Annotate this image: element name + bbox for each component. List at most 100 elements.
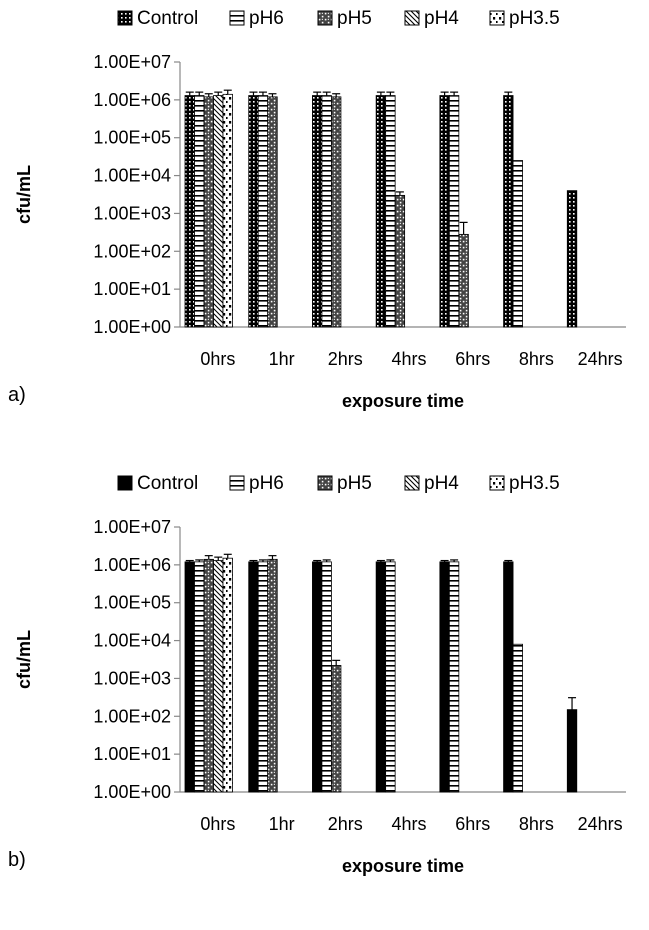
bar-ph6-2hrs: [321, 95, 332, 328]
bar-control-2hrs: [312, 561, 323, 793]
x-tick-label: 2hrs: [328, 814, 363, 834]
legend-label-control: Control: [137, 8, 198, 29]
legend-label-ph6: pH6: [249, 8, 284, 29]
legend-swatch-control: [117, 475, 133, 491]
error-bar-ph6-0hrs: [195, 91, 204, 96]
bar-ph6-0hrs: [194, 561, 205, 793]
bar-ph5-6hrs: [458, 233, 469, 328]
bar-ph6-4hrs: [385, 95, 396, 328]
y-tick-label: 1.00E+02: [93, 241, 171, 261]
error-bar-ph6-4hrs: [386, 559, 395, 562]
error-bar-control-2hrs: [313, 91, 322, 96]
x-tick-label: 1hr: [269, 349, 295, 369]
error-bar-ph5-1hr: [268, 93, 277, 97]
error-bar-ph6-4hrs: [386, 91, 395, 96]
legend-swatch-ph4: [404, 10, 420, 26]
bar-ph6-8hrs: [512, 643, 523, 793]
bar-ph3-5-0hrs: [222, 93, 233, 328]
x-tick-label: 8hrs: [519, 814, 554, 834]
y-tick-label: 1.00E+00: [93, 782, 171, 802]
legend-swatch-control: [117, 10, 133, 26]
legend-item-ph5: pH5: [317, 473, 372, 494]
legend-swatch-ph5: [317, 10, 333, 26]
y-tick-label: 1.00E+02: [93, 706, 171, 726]
bar-control-1hr: [248, 561, 259, 793]
legend-swatch-ph6: [229, 475, 245, 491]
y-tick-label: 1.00E+03: [93, 203, 171, 223]
chart-panel-a: Control pH6 pH5 pH4 pH3.5 1.00E+00 1.00E+01 1.0…: [8, 8, 626, 411]
error-bar-ph3-5-0hrs: [223, 553, 232, 559]
bar-ph6-4hrs: [385, 561, 396, 793]
panel-label: b): [8, 849, 26, 871]
x-tick-label: 6hrs: [455, 349, 490, 369]
panel-label: a): [8, 384, 26, 406]
bar-ph6-1hr: [257, 95, 269, 328]
y-tick-label: 1.00E+04: [93, 631, 171, 651]
bar-ph6-8hrs: [512, 160, 523, 328]
x-tick-label: 0hrs: [200, 814, 235, 834]
legend-label-ph5: pH5: [337, 473, 372, 494]
error-bar-control-8hrs: [504, 559, 513, 562]
bar-control-8hrs: [503, 561, 514, 793]
error-bar-ph6-6hrs: [450, 91, 459, 96]
legend-swatch-ph6: [229, 10, 245, 26]
legend-label-ph3-5: pH3.5: [509, 8, 560, 29]
bar-ph6-2hrs: [321, 561, 332, 793]
legend-item-ph4: pH4: [404, 8, 459, 29]
x-tick-label: 1hr: [269, 814, 295, 834]
bar-ph6-6hrs: [448, 95, 460, 328]
x-tick-label: 4hrs: [391, 349, 426, 369]
bar-ph6-1hr: [257, 561, 269, 793]
error-bar-ph6-1hr: [258, 91, 267, 96]
x-tick-label: 24hrs: [578, 349, 623, 369]
bar-ph6-0hrs: [194, 95, 205, 328]
bar-control-2hrs: [312, 95, 323, 328]
bar-chart-a: Control pH6 pH5 pH4 pH3.5 1.00E+00 1.00E+01 1.0…: [8, 8, 626, 411]
error-bar-ph6-2hrs: [322, 91, 331, 96]
bar-control-4hrs: [375, 561, 387, 793]
y-tick-label: 1.00E+04: [93, 166, 171, 186]
error-bar-control-8hrs: [504, 91, 513, 96]
legend-label-ph5: pH5: [337, 8, 372, 29]
error-bar-control-1hr: [249, 559, 258, 562]
y-axis-label: cfu/mL: [14, 165, 34, 224]
legend-item-control: Control: [117, 473, 198, 494]
error-bar-ph6-6hrs: [450, 559, 459, 562]
x-tick-label: 6hrs: [455, 814, 490, 834]
legend-label-ph4: pH4: [424, 473, 459, 494]
x-axis-label: exposure time: [342, 391, 464, 411]
error-bar-ph5-0hrs: [204, 93, 213, 97]
legend-label-ph3-5: pH3.5: [509, 473, 560, 494]
bar-ph4-0hrs: [213, 560, 224, 793]
legend-swatch-ph3-5: [489, 10, 505, 26]
bar-control-0hrs: [184, 95, 195, 328]
bar-control-4hrs: [375, 95, 387, 328]
bar-ph5-1hr: [267, 96, 278, 328]
bar-control-0hrs: [184, 561, 195, 793]
y-tick-label: 1.00E+05: [93, 593, 171, 613]
error-bar-control-6hrs: [440, 559, 449, 562]
bar-ph5-0hrs: [203, 96, 214, 328]
error-bar-ph5-2hrs: [332, 659, 341, 666]
y-tick-label: 1.00E+07: [93, 517, 171, 537]
y-tick-label: 1.00E+00: [93, 317, 171, 337]
legend-item-ph3-5: pH3.5: [489, 8, 560, 29]
chart-panel-b: Control pH6 pH5 pH4 pH3.5 1.00E+00 1.00E+01 1.0…: [0, 465, 649, 930]
bar-ph6-6hrs: [448, 561, 460, 793]
error-bar-ph6-1hr: [258, 559, 267, 562]
legend-item-control: Control: [117, 8, 198, 29]
bar-control-6hrs: [439, 95, 450, 328]
legend-swatch-ph4: [404, 475, 420, 491]
error-bar-control-4hrs: [376, 559, 385, 562]
bar-ph5-0hrs: [203, 558, 214, 793]
error-bar-control-6hrs: [440, 91, 449, 96]
bar-ph5-2hrs: [331, 96, 342, 328]
error-bar-ph4-0hrs: [214, 91, 223, 96]
legend-item-ph4: pH4: [404, 473, 459, 494]
bar-ph3-5-0hrs: [222, 557, 233, 793]
legend-item-ph5: pH5: [317, 8, 372, 29]
bar-ph4-0hrs: [213, 95, 224, 328]
error-bar-control-24hrs: [568, 697, 577, 710]
legend-swatch-ph5: [317, 475, 333, 491]
legend-item-ph6: pH6: [229, 473, 284, 494]
